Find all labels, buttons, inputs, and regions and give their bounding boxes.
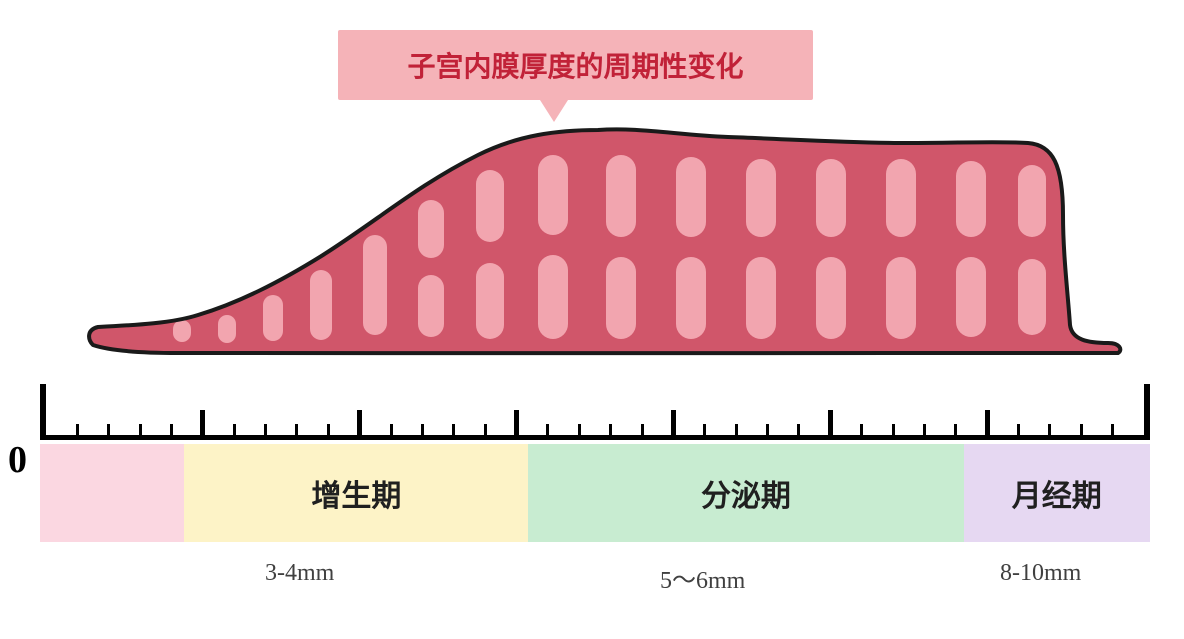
phase-segment: 增生期	[184, 444, 528, 542]
ruler-minor-tick	[107, 424, 110, 440]
tissue-stripe	[173, 320, 191, 342]
phase-segment: 月经期	[964, 444, 1150, 542]
measurement-label: 8-10mm	[1000, 560, 1081, 587]
measurement-label: 3-4mm	[265, 560, 334, 587]
title-text: 子宫内膜厚度的周期性变化	[407, 45, 743, 85]
endometrium-illustration	[78, 115, 1128, 365]
ruler	[40, 380, 1150, 440]
ruler-major-tick	[200, 410, 205, 440]
tissue-stripe	[1018, 259, 1046, 335]
ruler-minor-tick	[1111, 424, 1114, 440]
tissue-stripe	[263, 295, 283, 341]
ruler-minor-tick	[452, 424, 455, 440]
title-callout: 子宫内膜厚度的周期性变化	[338, 30, 813, 100]
ruler-minor-tick	[735, 424, 738, 440]
ruler-minor-tick	[295, 424, 298, 440]
ruler-major-tick	[671, 410, 676, 440]
ruler-minor-tick	[76, 424, 79, 440]
tissue-stripe	[418, 275, 444, 337]
tissue-stripe	[606, 155, 636, 237]
ruler-minor-tick	[609, 424, 612, 440]
ruler-end-tick	[1144, 384, 1150, 440]
ruler-minor-tick	[546, 424, 549, 440]
ruler-minor-tick	[578, 424, 581, 440]
phase-label: 月经期	[1012, 471, 1102, 515]
tissue-stripe	[606, 257, 636, 339]
ruler-minor-tick	[1080, 424, 1083, 440]
tissue-stripe	[476, 170, 504, 242]
ruler-minor-tick	[1017, 424, 1020, 440]
tissue-stripe	[746, 159, 776, 237]
ruler-minor-tick	[390, 424, 393, 440]
tissue-stripe	[218, 315, 236, 343]
ruler-minor-tick	[484, 424, 487, 440]
tissue-stripe	[1018, 165, 1046, 237]
ruler-minor-tick	[233, 424, 236, 440]
ruler-minor-tick	[139, 424, 142, 440]
tissue-stripe	[886, 257, 916, 339]
tissue-stripe	[816, 159, 846, 237]
ruler-minor-tick	[797, 424, 800, 440]
phase-segment: 分泌期	[528, 444, 963, 542]
tissue-stripe	[676, 157, 706, 237]
tissue-stripe	[816, 257, 846, 339]
phase-label: 分泌期	[701, 471, 791, 515]
phase-label: 增生期	[311, 471, 401, 515]
tissue-stripe	[886, 159, 916, 237]
ruler-major-tick	[514, 410, 519, 440]
tissue-stripe	[538, 155, 568, 235]
ruler-minor-tick	[860, 424, 863, 440]
ruler-major-tick	[357, 410, 362, 440]
measurement-label: 5～6mm	[660, 560, 745, 595]
tissue-stripe	[476, 263, 504, 339]
tissue-stripe	[363, 235, 387, 335]
tissue-stripe	[676, 257, 706, 339]
tissue-stripe	[746, 257, 776, 339]
tissue-stripe	[956, 161, 986, 237]
ruler-minor-tick	[641, 424, 644, 440]
ruler-minor-tick	[892, 424, 895, 440]
ruler-minor-tick	[954, 424, 957, 440]
ruler-minor-tick	[327, 424, 330, 440]
ruler-minor-tick	[1048, 424, 1051, 440]
ruler-minor-tick	[703, 424, 706, 440]
phase-segment	[40, 444, 184, 542]
ruler-end-tick	[40, 384, 46, 440]
ruler-minor-tick	[923, 424, 926, 440]
tissue-stripe	[538, 255, 568, 339]
zero-label: 0	[8, 438, 27, 482]
ruler-major-tick	[985, 410, 990, 440]
ruler-major-tick	[828, 410, 833, 440]
phase-bar: 增生期 分泌期 月经期	[40, 444, 1150, 542]
ruler-baseline	[40, 435, 1150, 440]
ruler-minor-tick	[421, 424, 424, 440]
tissue-stripe	[418, 200, 444, 258]
tissue-stripe	[310, 270, 332, 340]
ruler-minor-tick	[170, 424, 173, 440]
ruler-minor-tick	[264, 424, 267, 440]
tissue-stripe	[956, 257, 986, 337]
ruler-minor-tick	[766, 424, 769, 440]
